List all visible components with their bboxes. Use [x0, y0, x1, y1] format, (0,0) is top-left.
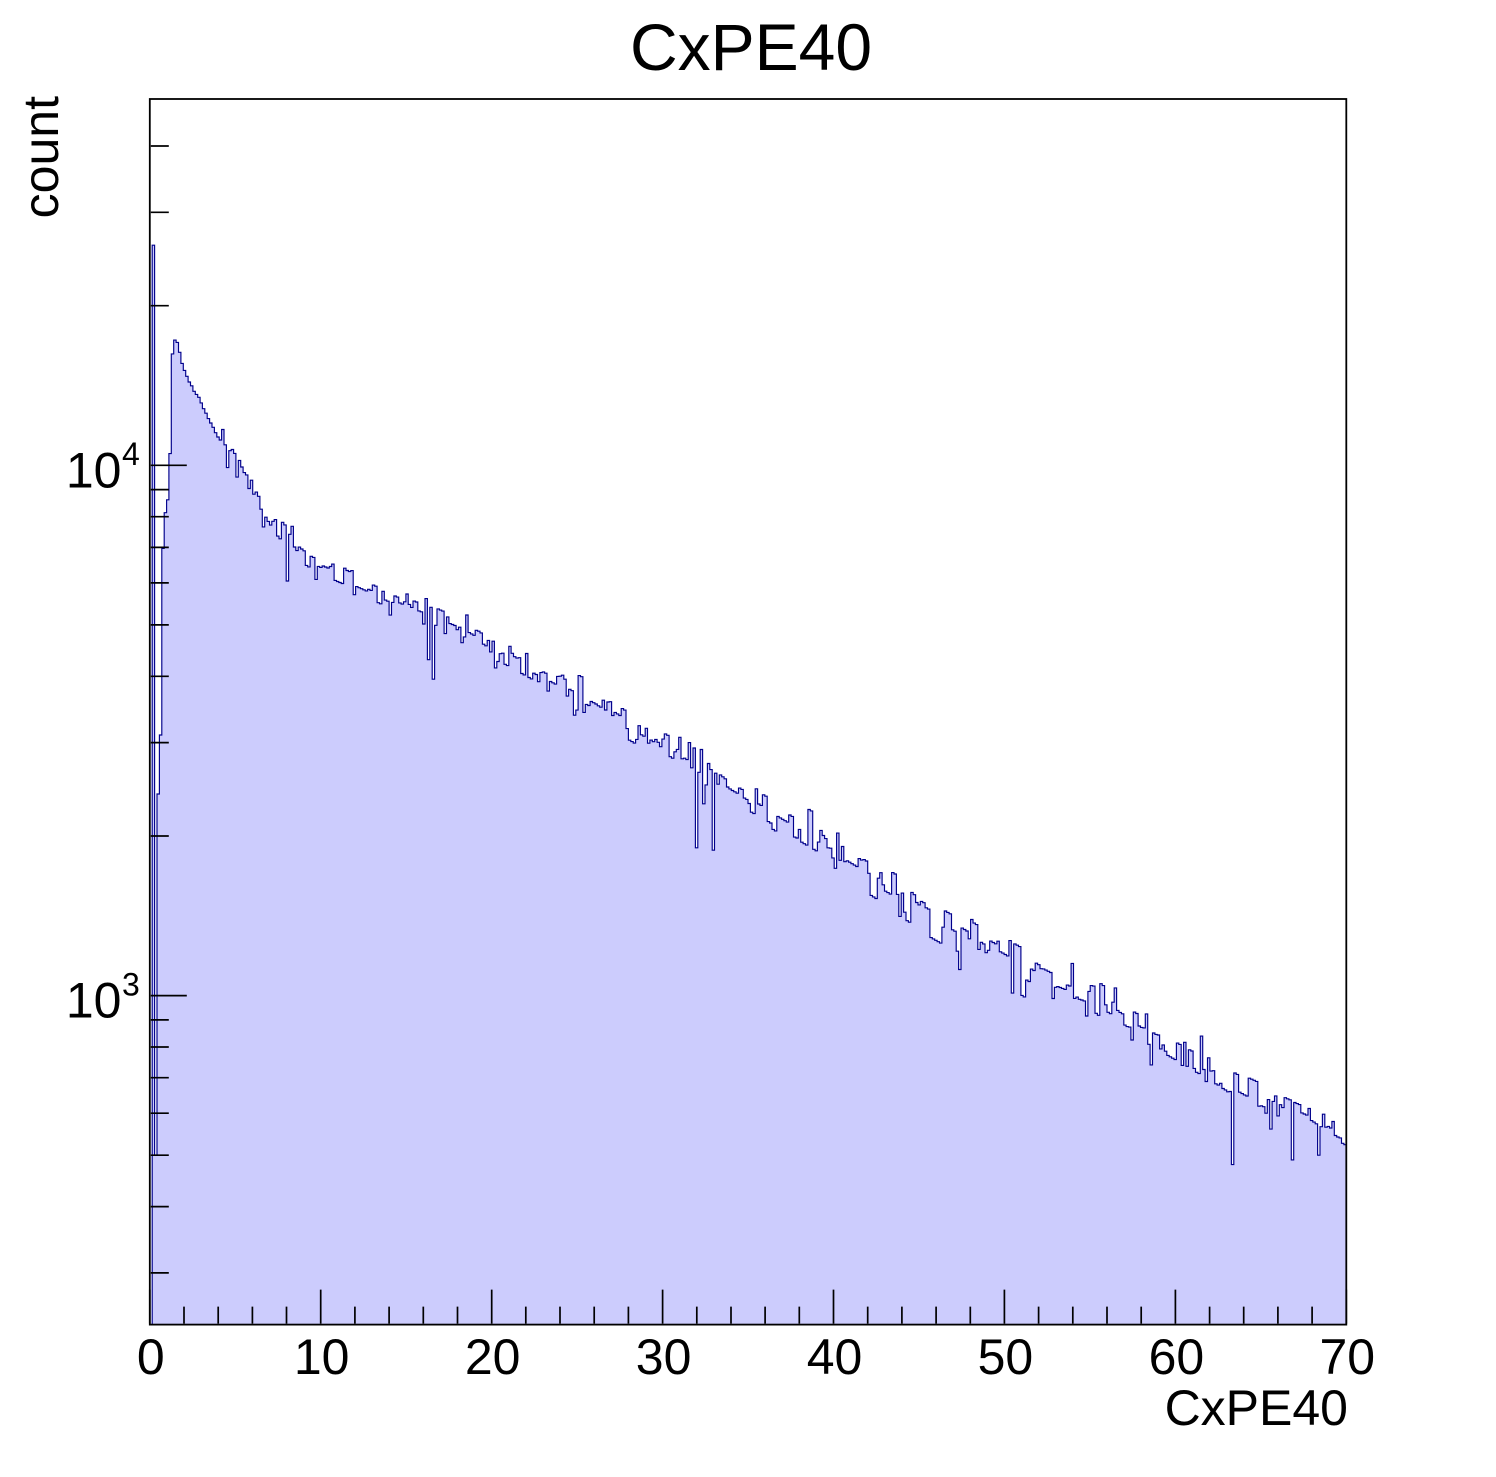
- svg-text:3: 3: [122, 967, 140, 1003]
- svg-text:50: 50: [978, 1329, 1034, 1385]
- svg-text:10: 10: [66, 443, 122, 499]
- svg-text:60: 60: [1149, 1329, 1205, 1385]
- svg-text:count: count: [13, 96, 69, 218]
- svg-text:20: 20: [465, 1329, 521, 1385]
- svg-text:0: 0: [137, 1329, 165, 1385]
- svg-text:CxPE40: CxPE40: [630, 10, 872, 84]
- svg-text:70: 70: [1319, 1329, 1375, 1385]
- svg-text:30: 30: [636, 1329, 692, 1385]
- svg-text:CxPE40: CxPE40: [1165, 1380, 1348, 1436]
- svg-text:10: 10: [294, 1329, 350, 1385]
- svg-text:40: 40: [807, 1329, 863, 1385]
- svg-text:10: 10: [66, 973, 122, 1029]
- svg-text:4: 4: [122, 436, 140, 472]
